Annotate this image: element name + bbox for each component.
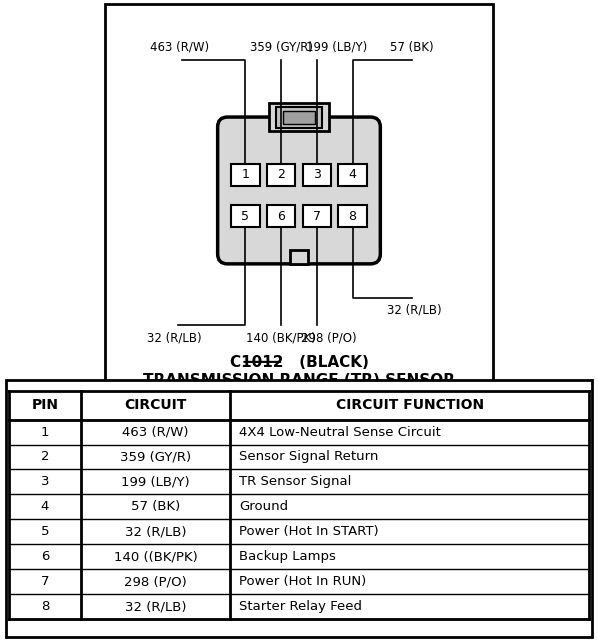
Bar	[276, 107, 322, 128]
Text: 8: 8	[349, 210, 356, 223]
Bar	[283, 111, 315, 124]
Bar	[267, 164, 295, 186]
Text: 7: 7	[313, 210, 321, 223]
Text: 359 (GY/R): 359 (GY/R)	[249, 40, 313, 54]
Text: Backup Lamps: Backup Lamps	[239, 550, 336, 563]
Bar	[231, 164, 260, 186]
Text: 463 (R/W): 463 (R/W)	[151, 40, 209, 54]
Text: 6: 6	[41, 550, 49, 563]
Text: 4X4 Low-Neutral Sense Circuit: 4X4 Low-Neutral Sense Circuit	[239, 426, 441, 438]
Text: 57 (BK): 57 (BK)	[390, 40, 434, 54]
Text: 2: 2	[277, 168, 285, 181]
Text: Ground: Ground	[239, 500, 288, 513]
Text: Sensor Signal Return: Sensor Signal Return	[239, 451, 379, 463]
Text: TRANSMISSION RANGE (TR) SENSOR: TRANSMISSION RANGE (TR) SENSOR	[143, 373, 455, 388]
Text: 1: 1	[41, 426, 49, 438]
Text: 463 (R/W): 463 (R/W)	[122, 426, 189, 438]
Bar	[303, 164, 331, 186]
Text: 5: 5	[41, 525, 49, 538]
Text: 32 (R/LB): 32 (R/LB)	[125, 525, 186, 538]
Text: TR Sensor Signal: TR Sensor Signal	[239, 476, 352, 488]
Text: 7: 7	[41, 575, 49, 588]
Text: 6: 6	[277, 210, 285, 223]
Bar	[290, 250, 308, 264]
Text: 1: 1	[242, 168, 249, 181]
Text: CIRCUIT FUNCTION: CIRCUIT FUNCTION	[335, 398, 484, 412]
Bar	[303, 205, 331, 227]
Text: Power (Hot In RUN): Power (Hot In RUN)	[239, 575, 367, 588]
Text: 199 (LB/Y): 199 (LB/Y)	[306, 40, 367, 54]
Bar	[338, 164, 367, 186]
Bar	[269, 103, 329, 131]
Text: 5: 5	[242, 210, 249, 223]
Text: 8: 8	[41, 600, 49, 613]
Text: 4: 4	[349, 168, 356, 181]
Text: 3: 3	[41, 476, 49, 488]
Text: 32 (R/LB): 32 (R/LB)	[147, 332, 202, 344]
Text: 57 (BK): 57 (BK)	[131, 500, 180, 513]
Text: CIRCUIT: CIRCUIT	[124, 398, 187, 412]
Bar	[231, 205, 260, 227]
Text: 140 ((BK/PK): 140 ((BK/PK)	[114, 550, 197, 563]
Text: 199 (LB/Y): 199 (LB/Y)	[121, 476, 190, 488]
Text: 298 (P/O): 298 (P/O)	[301, 332, 356, 344]
Text: PIN: PIN	[31, 398, 59, 412]
Bar	[338, 205, 367, 227]
Text: Starter Relay Feed: Starter Relay Feed	[239, 600, 362, 613]
Text: 4: 4	[41, 500, 49, 513]
Text: 298 (P/O): 298 (P/O)	[124, 575, 187, 588]
Text: 32 (R/LB): 32 (R/LB)	[125, 600, 186, 613]
Text: 2: 2	[41, 451, 49, 463]
Text: 3: 3	[313, 168, 321, 181]
Text: (WITH E4OD TRANSMISSION): (WITH E4OD TRANSMISSION)	[175, 388, 423, 403]
Text: 32 (R/LB): 32 (R/LB)	[387, 303, 441, 317]
Bar	[267, 205, 295, 227]
Text: C1012   (BLACK): C1012 (BLACK)	[230, 355, 368, 370]
Text: 140 (BK/PK): 140 (BK/PK)	[246, 332, 316, 344]
FancyBboxPatch shape	[218, 117, 380, 264]
Text: Power (Hot In START): Power (Hot In START)	[239, 525, 379, 538]
Text: 359 (GY/R): 359 (GY/R)	[120, 451, 191, 463]
